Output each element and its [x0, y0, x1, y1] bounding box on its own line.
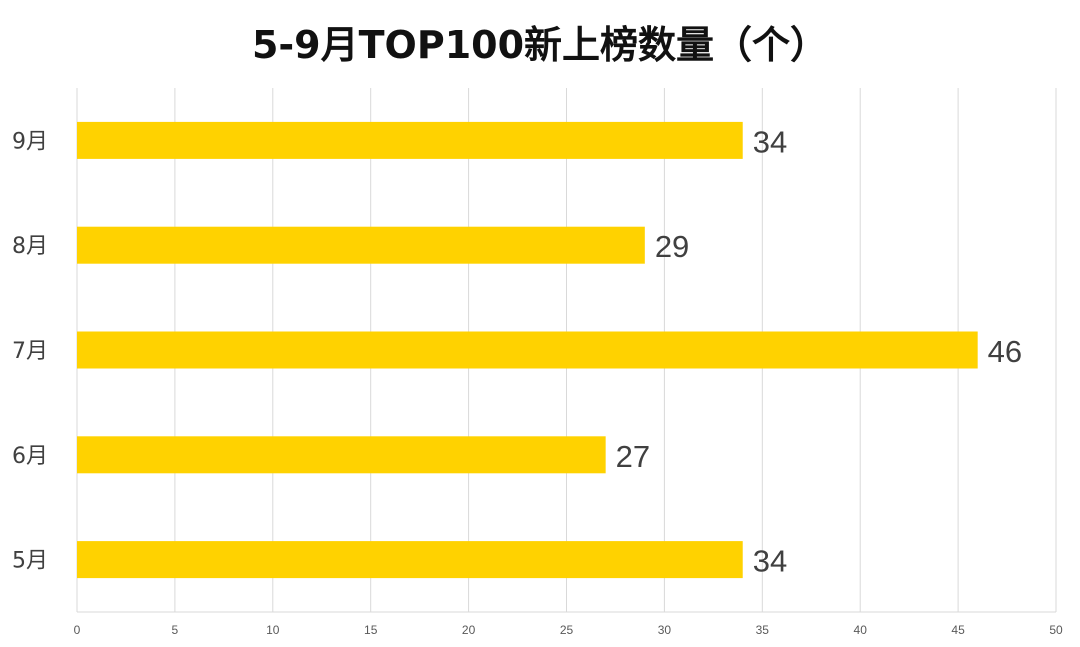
x-tick-label: 50 — [1049, 623, 1063, 637]
x-tick-label: 20 — [462, 623, 476, 637]
x-tick-label: 40 — [854, 623, 868, 637]
y-category-label: 9月 — [12, 129, 48, 154]
x-tick-label: 25 — [560, 623, 574, 637]
x-tick-label: 30 — [658, 623, 672, 637]
x-tick-label: 0 — [74, 623, 81, 637]
y-category-label: 7月 — [12, 339, 48, 364]
x-tick-label: 15 — [364, 623, 378, 637]
y-category-label: 5月 — [12, 549, 48, 574]
y-category-label: 8月 — [12, 234, 48, 259]
bar-8月 — [77, 226, 645, 264]
x-tick-label: 35 — [756, 623, 770, 637]
data-label: 29 — [655, 229, 689, 264]
bar-7月 — [77, 331, 978, 369]
x-tick-label: 45 — [951, 623, 965, 637]
labels: 0 5 10 15 20 25 30 35 40 45 50 5月 34 6月 27 7月 46 8月 29 9月 34 — [12, 124, 1063, 637]
bar-9月 — [77, 121, 743, 159]
bar-6月 — [77, 436, 606, 474]
y-category-label: 6月 — [12, 444, 48, 469]
x-tick-label: 10 — [266, 623, 280, 637]
data-label: 27 — [616, 439, 650, 474]
data-label: 34 — [753, 124, 787, 159]
data-label: 46 — [988, 334, 1022, 369]
x-tick-label: 5 — [172, 623, 179, 637]
bars — [77, 121, 978, 579]
data-label: 34 — [753, 544, 787, 579]
bar-5月 — [77, 541, 743, 579]
chart-title: 5-9月TOP100新上榜数量（个） — [251, 23, 829, 67]
